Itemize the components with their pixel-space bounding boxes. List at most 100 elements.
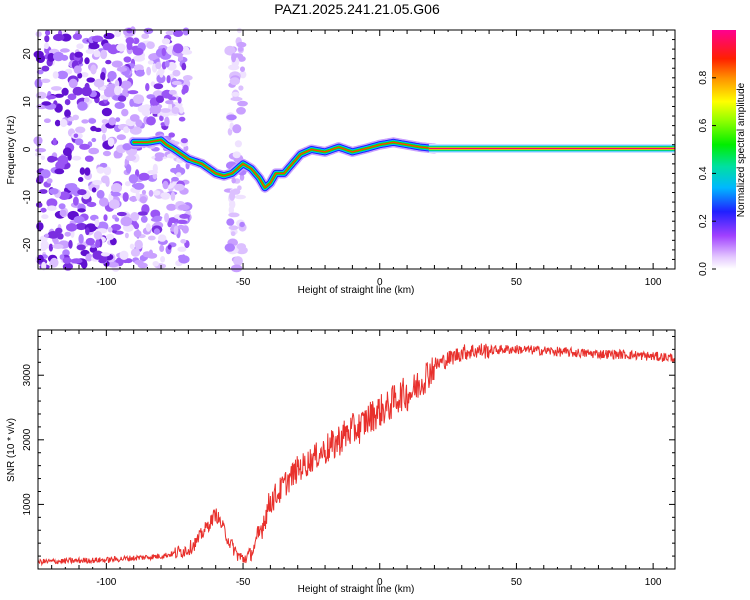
noise-blob — [47, 231, 59, 239]
noise-blob — [75, 126, 86, 134]
noise-blob — [76, 43, 84, 49]
noise-blob — [239, 70, 247, 79]
noise-blob — [40, 155, 46, 161]
noise-blob — [177, 246, 187, 252]
noise-blob — [80, 72, 89, 78]
snr-series-line — [37, 343, 675, 567]
noise-blob — [107, 137, 115, 147]
noise-blob — [123, 126, 130, 134]
noise-blob — [101, 119, 109, 124]
noise-blob — [39, 189, 48, 194]
noise-blob — [110, 224, 122, 231]
colorbar-gradient — [712, 30, 736, 269]
spectrogram-x-label: Height of straight line (km) — [298, 285, 415, 296]
noise-blob — [171, 80, 182, 86]
noise-blob — [77, 189, 87, 196]
noise-blob — [226, 218, 235, 226]
noise-blob — [85, 227, 90, 236]
noise-blob — [152, 261, 159, 267]
noise-blob — [48, 188, 59, 195]
noise-blob — [148, 249, 153, 257]
noise-blob — [141, 108, 151, 117]
noise-blob — [132, 47, 144, 56]
noise-blob — [148, 189, 154, 197]
noise-blob — [116, 211, 127, 217]
noise-blob — [161, 47, 166, 57]
noise-blob — [228, 64, 240, 71]
snr-x-ticks: -100 -50 0 50 100 — [51, 330, 668, 588]
noise-blob — [96, 166, 105, 174]
noise-blob — [236, 107, 246, 115]
noise-blob — [239, 173, 245, 181]
noise-blob — [90, 125, 97, 132]
noise-blob — [115, 117, 121, 122]
noise-blob — [72, 33, 82, 40]
noise-blob — [57, 155, 69, 166]
noise-blob — [108, 199, 120, 210]
noise-blob — [76, 244, 86, 251]
noise-blob — [148, 53, 158, 61]
noise-blob — [107, 226, 113, 233]
noise-blob — [43, 118, 51, 123]
colorbar-tick-label: 0.4 — [698, 166, 709, 180]
noise-blob — [124, 232, 129, 239]
noise-blob — [178, 55, 184, 62]
noise-blob — [122, 143, 132, 151]
noise-blob — [230, 96, 243, 102]
noise-blob — [129, 114, 140, 122]
noise-blob — [117, 95, 127, 102]
noise-blob — [91, 137, 97, 143]
noise-blob — [74, 138, 84, 146]
noise-blob — [127, 90, 139, 95]
noise-blob — [54, 119, 61, 127]
noise-blob — [145, 223, 151, 232]
noise-blob — [141, 189, 147, 195]
noise-blob — [122, 88, 130, 98]
noise-blob — [93, 49, 101, 58]
noise-blob — [102, 150, 112, 157]
noise-blob — [96, 189, 105, 199]
noise-blob — [64, 109, 71, 118]
noise-blob — [181, 88, 186, 95]
noise-blob — [52, 244, 64, 249]
noise-blob — [35, 148, 47, 153]
noise-blob — [129, 243, 135, 250]
noise-blob — [155, 61, 162, 70]
noise-blob — [73, 215, 85, 224]
noise-blob — [156, 74, 166, 84]
snr-y-tick-label: 3000 — [22, 364, 33, 387]
noise-blob — [67, 117, 75, 122]
noise-blob — [36, 222, 44, 231]
ridge-band — [133, 139, 436, 189]
noise-blob — [53, 33, 65, 42]
noise-blob — [85, 49, 95, 54]
noise-blob — [93, 231, 103, 240]
noise-blob — [130, 248, 141, 257]
spectrogram-ridge — [128, 134, 676, 193]
noise-blob — [140, 215, 148, 223]
noise-blob — [164, 212, 170, 223]
snr-background — [38, 330, 675, 569]
noise-blob — [152, 190, 161, 196]
noise-blob — [125, 154, 137, 161]
noise-blob — [56, 70, 68, 80]
noise-blob — [50, 86, 62, 91]
noise-blob — [85, 237, 96, 246]
snr-y-tick-label: 2000 — [22, 428, 33, 451]
noise-blob — [73, 133, 79, 138]
spectrogram-x-tick-label: -100 — [96, 277, 116, 288]
noise-blob — [68, 239, 73, 249]
noise-blob — [132, 37, 140, 45]
noise-blob — [44, 233, 49, 238]
noise-blob — [59, 209, 67, 217]
noise-blob — [74, 51, 83, 58]
noise-blob — [134, 239, 143, 250]
noise-blob — [37, 254, 44, 263]
noise-blob — [173, 183, 185, 191]
noise-blob — [109, 74, 115, 82]
noise-blob — [64, 99, 71, 106]
noise-blob — [237, 100, 248, 107]
noise-blob — [41, 261, 47, 271]
snr-x-label: Height of straight line (km) — [298, 584, 415, 595]
